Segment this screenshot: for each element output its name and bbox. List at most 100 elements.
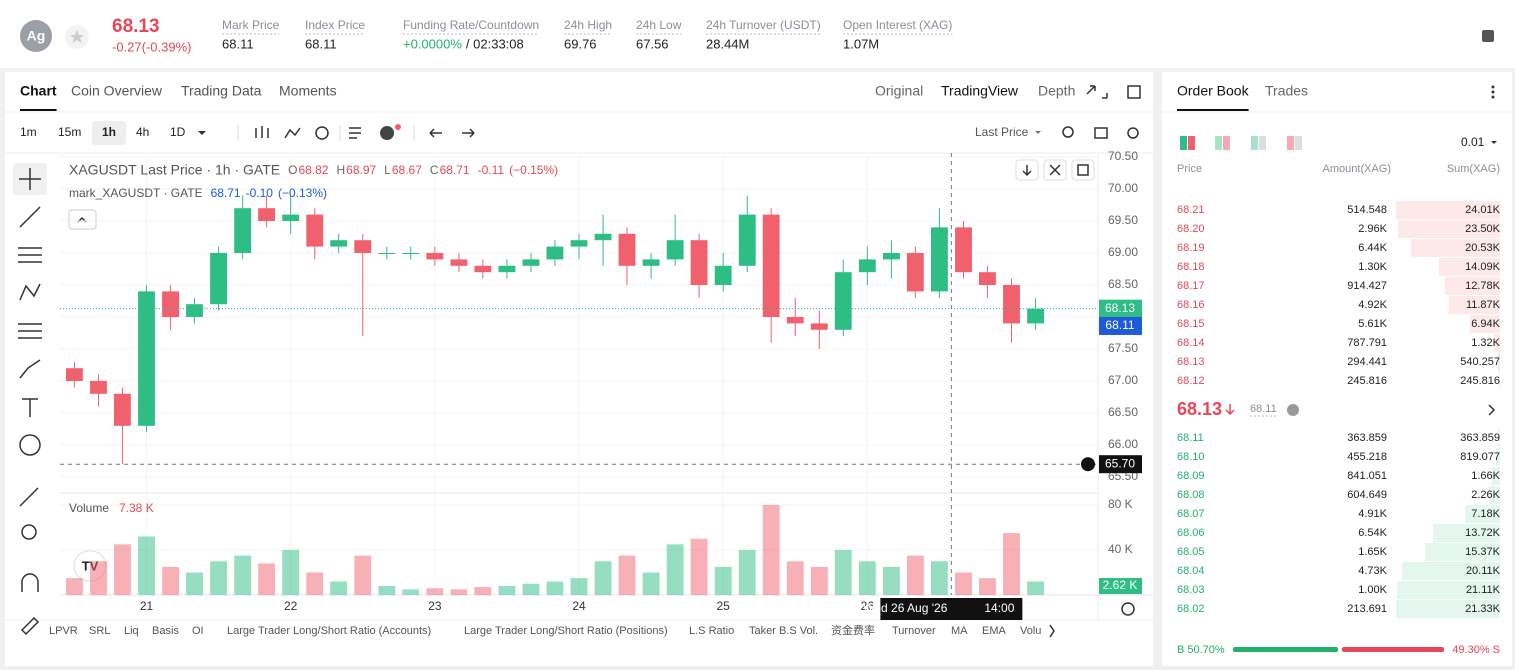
book-price[interactable]: 68.13	[1177, 356, 1205, 368]
book-tab[interactable]: Trades	[1265, 83, 1308, 99]
book-price[interactable]: 68.15	[1177, 318, 1205, 330]
indicator-tab[interactable]: EMA	[982, 625, 1007, 637]
book-price[interactable]: 68.05	[1177, 546, 1205, 558]
settings-icon[interactable]	[1127, 127, 1139, 139]
book-price[interactable]: 68.19	[1177, 242, 1205, 254]
chart-tab[interactable]: Trading Data	[181, 83, 262, 99]
chart-tab[interactable]: Coin Overview	[71, 83, 163, 99]
camera-icon[interactable]	[1094, 127, 1108, 139]
chart-tab[interactable]: Moments	[279, 83, 337, 99]
book-price[interactable]: 68.08	[1177, 489, 1205, 501]
book-price[interactable]: 68.04	[1177, 565, 1205, 577]
candle-body	[450, 259, 468, 266]
book-price[interactable]: 68.07	[1177, 508, 1205, 520]
dropdown-arrow[interactable]	[1035, 131, 1041, 134]
crosshair-add[interactable]	[1081, 457, 1095, 472]
book-mode[interactable]	[1251, 136, 1258, 150]
interval[interactable]: 1D	[170, 125, 186, 139]
pencil-tool[interactable]	[20, 616, 40, 636]
y-tick-label: 69.50	[1108, 213, 1138, 227]
view-tab[interactable]: Depth	[1038, 83, 1075, 99]
book-price[interactable]: 68.11	[1177, 432, 1204, 444]
book-mode[interactable]	[1180, 136, 1187, 150]
candle-body	[474, 265, 492, 273]
price-source[interactable]: Last Price	[975, 125, 1029, 139]
book-amount: 604.649	[1347, 489, 1387, 501]
add-icon[interactable]	[380, 126, 394, 140]
book-header: Sum(XAG)	[1447, 163, 1500, 175]
fib-tool[interactable]	[18, 247, 42, 263]
indicator-tab[interactable]: MA	[951, 625, 968, 637]
book-price[interactable]: 68.18	[1177, 261, 1205, 273]
more-arrow[interactable]	[1049, 624, 1055, 638]
compare-icon[interactable]	[315, 126, 329, 140]
indicator-tab[interactable]: Large Trader Long/Short Ratio (Positions…	[464, 625, 668, 637]
indicator-tab[interactable]: Basis	[152, 625, 179, 637]
indicator-tab[interactable]: Taker B.S Vol.	[749, 625, 818, 637]
menu-icon[interactable]	[1482, 30, 1494, 42]
dropdown-arrow[interactable]	[1491, 141, 1497, 144]
indicator-tab[interactable]: 资金费率	[831, 623, 875, 637]
precision[interactable]: 0.01	[1461, 135, 1485, 149]
emoji-tool[interactable]	[19, 434, 41, 456]
volume-marker-label: 2.62 K	[1103, 578, 1138, 592]
interval[interactable]: 15m	[58, 125, 81, 139]
indicator-icon[interactable]	[284, 127, 301, 139]
interval[interactable]: 1m	[20, 125, 37, 139]
depth-bar	[1488, 486, 1500, 504]
interval[interactable]: 1h	[102, 125, 116, 139]
line-tool[interactable]	[19, 206, 41, 228]
mark-price-label: 68.11	[1105, 318, 1134, 332]
dropdown-arrow[interactable]	[198, 131, 206, 135]
indicator-tab[interactable]: Large Trader Long/Short Ratio (Accounts)	[227, 625, 431, 637]
book-price[interactable]: 68.10	[1177, 451, 1205, 463]
book-price[interactable]: 68.21	[1177, 204, 1205, 216]
indicator-tab[interactable]: SRL	[89, 625, 110, 637]
book-price[interactable]: 68.16	[1177, 299, 1205, 311]
book-price[interactable]: 68.20	[1177, 223, 1205, 235]
book-amount: 841.051	[1347, 470, 1387, 482]
indicator-tab[interactable]: LPVR	[49, 625, 78, 637]
indicator-tab[interactable]: Turnover	[892, 625, 936, 637]
view-tab[interactable]: TradingView	[941, 83, 1019, 99]
undo-icon[interactable]	[429, 128, 442, 138]
indicator-tab[interactable]: Volu	[1020, 625, 1041, 637]
text-tool[interactable]	[22, 398, 38, 417]
book-price[interactable]: 68.12	[1177, 375, 1205, 387]
book-mode[interactable]	[1287, 136, 1294, 150]
indicator-tab[interactable]: OI	[192, 625, 204, 637]
candle-icon[interactable]	[255, 126, 269, 138]
restore-icon	[1077, 164, 1089, 176]
book-tab[interactable]: Order Book	[1177, 83, 1250, 99]
book-price[interactable]: 68.14	[1177, 337, 1205, 349]
search-icon[interactable]	[1062, 126, 1074, 138]
book-price[interactable]: 68.17	[1177, 280, 1205, 292]
candle-body	[882, 253, 900, 260]
ruler-tool[interactable]	[19, 487, 39, 507]
window-icon[interactable]	[1127, 85, 1141, 99]
book-price[interactable]: 68.09	[1177, 470, 1205, 482]
redo-icon[interactable]	[462, 128, 475, 138]
book-price[interactable]: 68.03	[1177, 584, 1205, 596]
brush-tool[interactable]	[19, 359, 41, 379]
magnet-tool[interactable]	[21, 573, 39, 592]
expand-icon[interactable]	[1086, 85, 1108, 99]
indicator-tab[interactable]: L.S Ratio	[689, 625, 734, 637]
indicator-tab[interactable]: Liq	[124, 625, 139, 637]
crosshair-tool[interactable]	[19, 168, 41, 190]
zoom-tool[interactable]	[21, 524, 37, 540]
expand-arrow[interactable]	[1488, 404, 1496, 416]
interval[interactable]: 4h	[136, 125, 149, 139]
depth-bar	[1469, 315, 1500, 333]
chart-tab[interactable]: Chart	[20, 83, 57, 99]
settings-icon[interactable]	[1121, 602, 1135, 616]
projection-tool[interactable]	[18, 323, 42, 339]
view-tab[interactable]: Original	[875, 83, 923, 99]
book-mode[interactable]	[1215, 136, 1222, 150]
book-price[interactable]: 68.06	[1177, 527, 1205, 539]
pattern-tool[interactable]	[19, 283, 41, 301]
chart-button[interactable]	[1071, 159, 1095, 181]
template-icon[interactable]	[349, 127, 361, 139]
book-price[interactable]: 68.02	[1177, 603, 1205, 615]
